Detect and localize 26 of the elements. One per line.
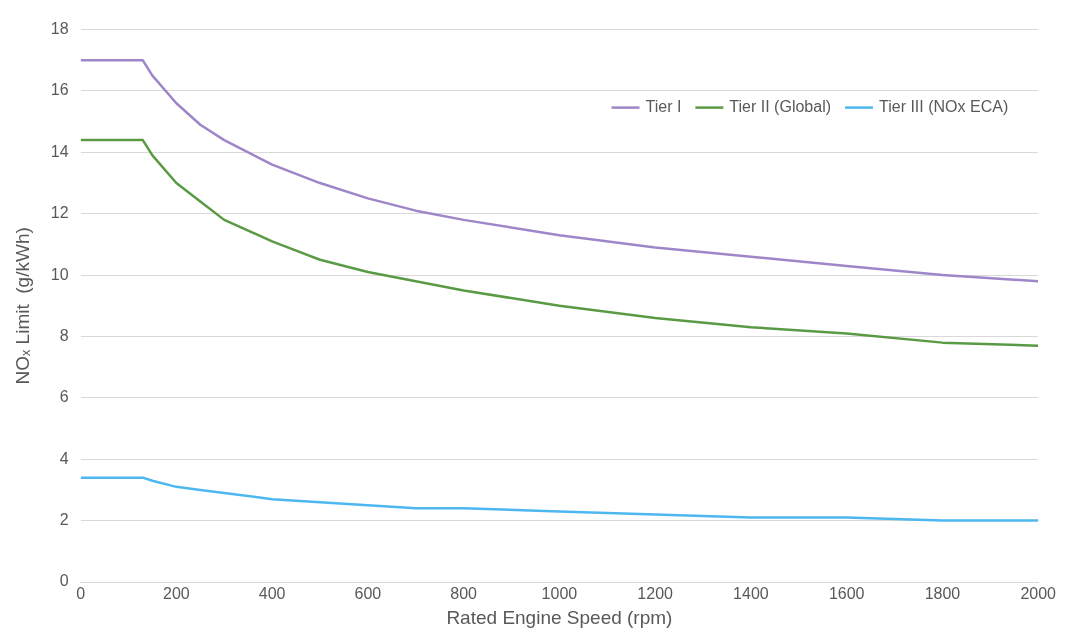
x-tick-label: 200 [163, 585, 190, 603]
x-tick-label: 2000 [1020, 585, 1057, 603]
y-tick-label: 4 [59, 449, 69, 467]
y-tick-label: 12 [50, 204, 69, 222]
x-tick-label: 1000 [541, 585, 578, 603]
x-tick-label: 1800 [924, 585, 961, 603]
y-tick-label: 14 [50, 142, 69, 160]
x-axis-title: Rated Engine Speed (rpm) [446, 606, 673, 628]
y-tick-label: 10 [50, 265, 69, 283]
y-tick-label: 18 [50, 20, 69, 38]
y-tick-label: 2 [59, 511, 69, 529]
legend-label: Tier II (Global) [729, 98, 832, 116]
x-tick-label: 1400 [733, 585, 769, 603]
y-tick-label: 6 [59, 388, 69, 406]
legend-label: Tier I [645, 98, 682, 116]
y-tick-label: 16 [50, 81, 69, 99]
x-tick-label: 600 [354, 585, 382, 603]
x-tick-label: 400 [258, 585, 286, 603]
y-axis-title: NOₓ Limit (g/kWh) [11, 227, 33, 385]
x-tick-label: 0 [76, 585, 86, 603]
y-tick-label: 8 [59, 326, 69, 344]
legend-label: Tier III (NOx ECA) [879, 98, 1009, 116]
x-tick-label: 1600 [828, 585, 865, 603]
x-tick-label: 800 [450, 585, 478, 603]
x-tick-label: 1200 [637, 585, 674, 603]
y-tick-label: 0 [59, 572, 69, 590]
